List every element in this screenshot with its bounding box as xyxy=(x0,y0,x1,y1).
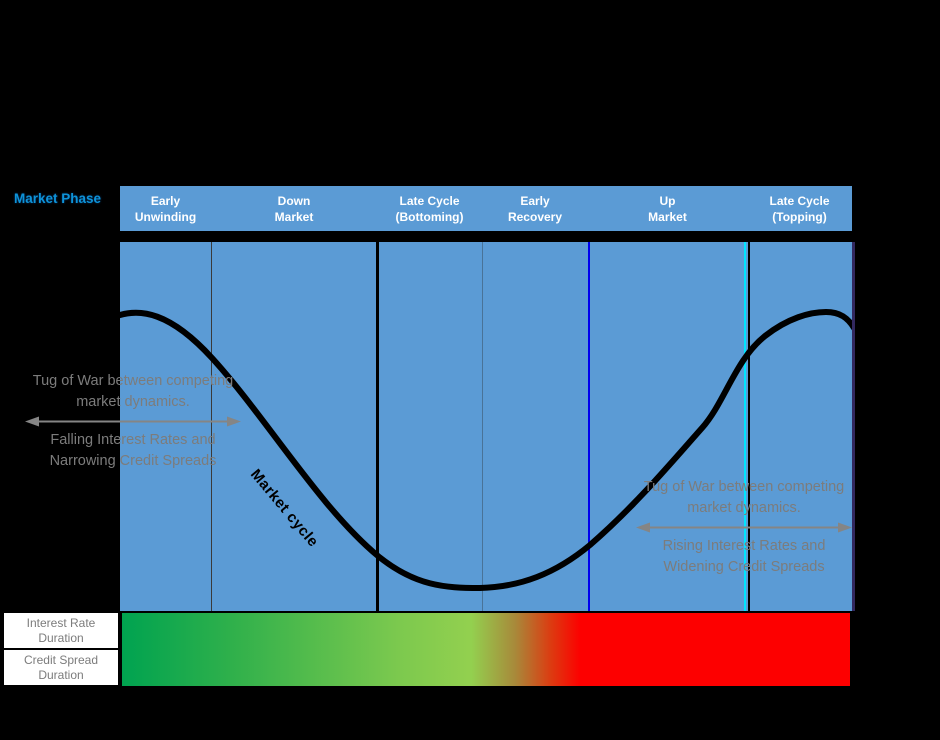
duration-label-line: Duration xyxy=(38,630,84,645)
duration-label-line: Interest Rate xyxy=(26,615,96,630)
annotation-falling-rates: Tug of War between competing market dyna… xyxy=(21,371,245,472)
phase-divider-line xyxy=(748,242,750,611)
phase-label-line: (Topping) xyxy=(772,209,827,224)
phase-divider-line-cyan xyxy=(744,242,746,611)
phase-label-line: Early xyxy=(520,193,550,208)
phase-label-line: Early xyxy=(150,193,181,208)
phase-label-line: Market xyxy=(648,209,687,224)
annotation-text: market dynamics. xyxy=(687,500,801,516)
phase-up-market: Up Market xyxy=(588,186,747,231)
double-arrow-icon xyxy=(632,521,856,534)
annotation-text: Tug of War between competing xyxy=(32,373,234,389)
phase-early-unwinding: Early Unwinding xyxy=(120,186,211,231)
annotation-text: Narrowing Credit Spreads xyxy=(49,453,217,469)
phase-label-line: Unwinding xyxy=(134,209,197,224)
market-cycle-curve xyxy=(120,308,852,592)
phase-label-line: Market xyxy=(274,209,314,224)
annotation-text: Tug of War between competing xyxy=(643,479,845,495)
duration-gradient-bar xyxy=(120,611,852,688)
interest-rate-duration-box: Interest Rate Duration xyxy=(2,611,120,650)
phase-label-line: Late Cycle xyxy=(399,193,460,208)
phase-early-recovery: Early Recovery xyxy=(482,186,588,231)
phase-divider-line xyxy=(482,242,483,611)
duration-label-line: Credit Spread xyxy=(23,652,99,667)
phase-divider-line xyxy=(376,242,379,611)
double-arrow-icon xyxy=(21,415,245,428)
credit-spread-duration-box: Credit Spread Duration xyxy=(2,648,120,687)
cycle-plot-area: Market cycle xyxy=(120,242,855,611)
duration-labels: Interest Rate Duration Credit Spread Dur… xyxy=(2,611,120,687)
phase-label-line: Down xyxy=(277,193,311,208)
phase-divider-line-blue xyxy=(588,242,590,611)
annotation-text: market dynamics. xyxy=(76,394,190,410)
annotation-rising-rates: Tug of War between competing market dyna… xyxy=(632,477,856,578)
annotation-text: Widening Credit Spreads xyxy=(663,559,825,575)
phase-label-line: Late Cycle xyxy=(769,193,830,208)
market-phase-caption: Market Phase xyxy=(14,191,102,206)
phase-label-line: (Bottoming) xyxy=(395,209,464,224)
phase-divider-line xyxy=(211,242,212,611)
phase-label-line: Recovery xyxy=(507,209,563,224)
phase-late-cycle-topping: Late Cycle (Topping) xyxy=(747,186,852,231)
phase-label-line: Up xyxy=(659,193,676,208)
phase-down-market: Down Market xyxy=(211,186,377,231)
phase-header-band: Early Unwinding Down Market Late Cycle (… xyxy=(120,186,852,231)
duration-label-line: Duration xyxy=(38,667,84,682)
phase-late-cycle-bottoming: Late Cycle (Bottoming) xyxy=(377,186,482,231)
annotation-text: Falling Interest Rates and xyxy=(50,432,216,448)
annotation-text: Rising Interest Rates and xyxy=(662,538,826,554)
